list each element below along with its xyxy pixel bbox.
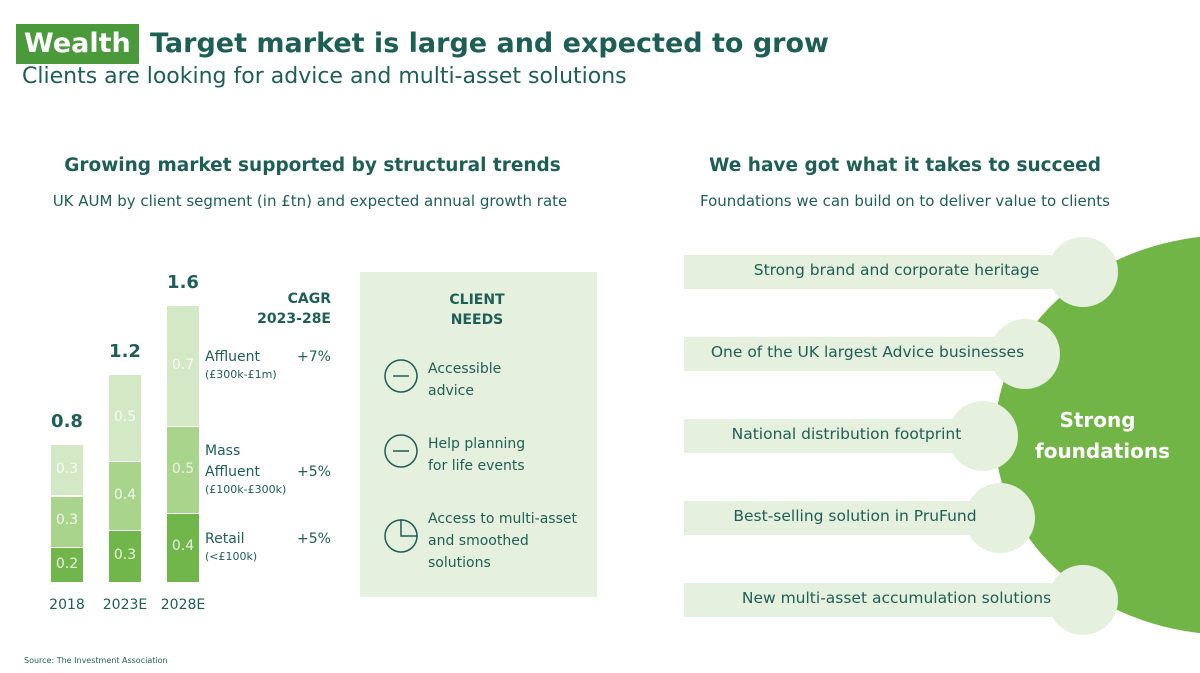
bar-segment xyxy=(167,426,199,513)
need-text: Help planning for life events xyxy=(428,436,526,474)
foundation-dot xyxy=(990,319,1060,389)
value-label: 0.4 xyxy=(171,538,195,555)
need-icon xyxy=(400,519,418,537)
foundation-text: Best-selling solution in PruFund xyxy=(733,507,977,525)
foundation-bar xyxy=(684,501,1000,535)
series-growth: +5% xyxy=(297,463,331,480)
series-detail: (<£100k) xyxy=(205,549,258,563)
section-tag: Wealth xyxy=(16,24,139,64)
left-subheading: UK AUM by client segment (in £tn) and ex… xyxy=(52,192,568,210)
foundation-bar xyxy=(684,419,983,453)
bar-segment xyxy=(109,460,141,531)
x-tick-label: 2018 xyxy=(49,597,85,613)
circle-label: Strong foundations xyxy=(1035,408,1171,463)
bar-segment xyxy=(167,305,199,427)
bar-segment xyxy=(109,374,141,461)
series-growth: +7% xyxy=(297,349,331,366)
value-label: 0.2 xyxy=(55,555,79,572)
cagr-title: CAGR xyxy=(287,291,331,307)
bar-segment xyxy=(167,512,199,582)
need-text: Accessible advice xyxy=(428,361,502,399)
slide-subtitle: Clients are looking for advice and multi… xyxy=(22,64,627,89)
series-detail: (£100k-£300k) xyxy=(205,482,287,496)
bar-segment xyxy=(51,547,83,582)
need-icon xyxy=(384,434,418,468)
right-heading: We have got what it takes to succeed xyxy=(709,155,1101,176)
bar-segment xyxy=(51,495,83,548)
value-label: 0.3 xyxy=(55,512,79,529)
need-text: Access to multi-asset and smoothed solut… xyxy=(428,511,577,571)
slide-title: Target market is large and expected to g… xyxy=(150,28,829,59)
bar-segment xyxy=(109,530,141,582)
foundation-text: One of the UK largest Advice businesses xyxy=(710,343,1025,361)
total-label: 1.6 xyxy=(167,272,199,294)
foundation-bar xyxy=(684,337,1025,371)
value-label: 0.3 xyxy=(55,460,79,477)
right-subheading: Foundations we can build on to deliver v… xyxy=(700,192,1110,210)
value-label: 0.7 xyxy=(171,356,195,373)
series-growth: +5% xyxy=(297,530,331,547)
foundation-text: Strong brand and corporate heritage xyxy=(753,261,1040,279)
foundation-text: New multi-asset accumulation solutions xyxy=(741,589,1052,607)
foundation-dot xyxy=(965,483,1035,553)
series-detail: (£300k-£1m) xyxy=(205,368,277,382)
value-label: 0.5 xyxy=(171,460,195,477)
total-label: 1.2 xyxy=(109,341,141,363)
need-icon xyxy=(384,359,418,393)
foundation-dot xyxy=(1048,565,1118,635)
total-label: 0.8 xyxy=(51,410,83,432)
foundation-bar xyxy=(684,583,1083,617)
value-label: 0.3 xyxy=(113,547,137,564)
foundation-bar xyxy=(684,255,1083,289)
cagr-title: 2023-28E xyxy=(257,311,331,327)
series-name: Mass Affluent xyxy=(205,442,260,480)
bar-segment xyxy=(51,443,83,496)
value-label: 0.5 xyxy=(113,408,137,425)
needs-title: CLIENT NEEDS xyxy=(449,292,505,328)
foundation-dot xyxy=(1048,237,1118,307)
series-name: Affluent xyxy=(205,349,260,366)
value-label: 0.4 xyxy=(113,486,137,503)
left-heading: Growing market supported by structural t… xyxy=(64,155,561,176)
source-note: Source: The Investment Association xyxy=(24,656,168,665)
x-tick-label: 2028E xyxy=(160,597,206,613)
series-name: Retail xyxy=(205,530,245,547)
x-tick-label: 2023E xyxy=(102,597,148,613)
foundation-dot xyxy=(948,401,1018,471)
foundation-text: National distribution footprint xyxy=(731,425,962,443)
